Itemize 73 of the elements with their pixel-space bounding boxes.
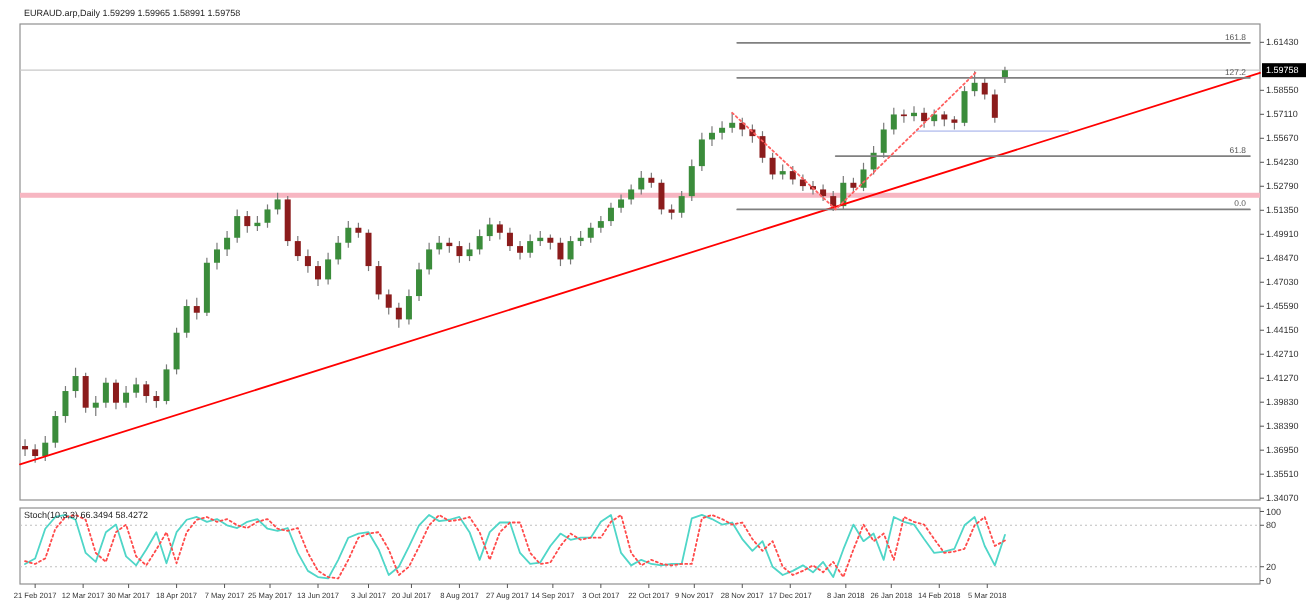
candlestick [890, 107, 897, 136]
candlestick [163, 363, 170, 405]
candlestick [92, 395, 99, 417]
candlestick [345, 220, 352, 249]
candlestick [921, 107, 928, 129]
candlestick [597, 215, 604, 234]
candlestick [143, 380, 150, 404]
candlestick [315, 260, 321, 287]
candlestick [193, 297, 200, 320]
candlestick [759, 130, 766, 164]
candlestick [173, 327, 180, 375]
candlestick [789, 165, 796, 186]
candlestick [62, 385, 69, 424]
candlestick [395, 302, 402, 329]
candlestick [82, 372, 89, 414]
candlestick [416, 262, 423, 302]
candlestick [456, 240, 463, 264]
candlestick [436, 235, 443, 256]
candlestick [335, 235, 342, 266]
candlestick [72, 367, 79, 399]
candlestick [607, 202, 614, 227]
candlestick [678, 190, 685, 219]
candlestick [496, 220, 503, 241]
candlestick [587, 222, 594, 244]
candlestick [123, 385, 130, 409]
candlestick [860, 162, 867, 192]
candlestick [304, 248, 311, 274]
candlestick [42, 435, 49, 462]
candlestick [486, 217, 493, 242]
candlestick [274, 192, 281, 216]
candlestick [900, 108, 907, 124]
candlestick [325, 252, 332, 286]
candlestick [638, 170, 645, 196]
candlestick [102, 377, 109, 409]
candlestick [961, 85, 968, 127]
candlestick [618, 193, 625, 214]
candlestick [476, 228, 483, 256]
candlestick [365, 228, 372, 272]
candlestick [506, 227, 513, 252]
candlestick [385, 288, 392, 315]
candlestick [466, 242, 473, 262]
candlestick [820, 183, 827, 202]
candlestick [628, 183, 635, 206]
candlestick [405, 288, 412, 325]
candlestick [426, 242, 433, 276]
candlestick [567, 235, 574, 266]
candlestick [557, 237, 564, 267]
candlestick [294, 235, 301, 262]
line-series [24, 514, 1006, 580]
candlestick [22, 438, 29, 457]
candlestick [769, 152, 776, 181]
candlestick [517, 240, 524, 261]
candlestick [688, 158, 695, 202]
candlestick [729, 112, 736, 134]
candlestick [224, 230, 231, 257]
candlestick [527, 233, 534, 259]
candlestick [708, 125, 715, 147]
candlestick [133, 377, 140, 399]
candlestick [991, 88, 998, 124]
candlestick [183, 298, 190, 339]
candlestick [911, 105, 918, 122]
candlestick [375, 260, 382, 300]
candlestick [658, 178, 665, 216]
candlestick [244, 210, 251, 234]
candlestick [32, 443, 39, 464]
candlestick [213, 242, 220, 271]
candlestick [52, 410, 59, 449]
candlestick [112, 378, 119, 410]
candlestick [264, 203, 271, 229]
candlestick [719, 120, 726, 141]
candlestick [698, 132, 705, 172]
candlestick [284, 195, 291, 247]
candlestick [234, 208, 241, 244]
